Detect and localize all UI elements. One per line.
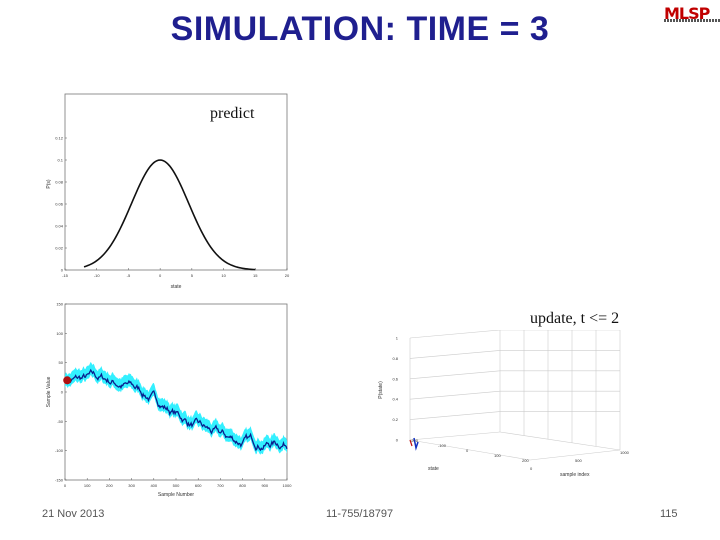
footer-course: 11-755/18797 [326, 508, 394, 520]
chart2-xtick-label: 300 [128, 483, 135, 488]
chart1-xtick-label: -5 [127, 273, 131, 278]
chart3-grid-line [409, 411, 501, 420]
predict-label: predict [210, 105, 255, 122]
update-label: update, t <= 2 [530, 310, 620, 327]
chart3-grid [409, 330, 621, 461]
chart3-ztick-label: 1 [396, 336, 399, 341]
chart1-xtick-label: 0 [159, 273, 162, 278]
chart3-ylabel: sample index [560, 472, 590, 478]
signal-trace [64, 368, 288, 452]
chart3-grid-line [499, 431, 621, 451]
chart3-ytick-label: 1000 [620, 450, 630, 455]
slide-title: SIMULATION: TIME = 3 [170, 10, 550, 48]
chart3-xtick-label: 100 [494, 453, 501, 458]
predict-gaussian-chart: -15 -10 -5 0 5 10 15 20 0 0.02 0.04 0.06 0.08 0.1 0.12… [46, 93, 290, 290]
chart3-grid-line [409, 390, 501, 400]
chart1-xtick-label: 5 [191, 273, 194, 278]
chart3-ztick-label: 0.6 [392, 376, 398, 381]
chart2-xtick-label: 200 [106, 483, 113, 488]
chart1-xtick-label: -10 [94, 273, 101, 278]
logo-text: MLSP [664, 4, 710, 23]
chart2-ytick-label: -100 [55, 448, 64, 453]
chart2-xtick-label: 400 [150, 483, 157, 488]
chart2-xtick-label: 100 [84, 483, 91, 488]
chart2-ytick-label: 50 [59, 360, 64, 365]
chart1-ticks: -15 -10 -5 0 5 10 15 20 0 0.02 0.04 0.06 0.08 0.1 0.12 [55, 136, 290, 279]
chart3-ztick-label: 0.2 [392, 417, 398, 422]
chart3-zlabel: P(state) [378, 381, 384, 399]
footer-page-number: 115 [660, 508, 678, 520]
chart2-xtick-label: 700 [217, 483, 224, 488]
chart3-grid-line [409, 431, 501, 441]
chart3-grid-line [409, 330, 501, 339]
chart3-xtick-label: 200 [522, 458, 529, 463]
chart1-ylabel: P(s) [46, 179, 52, 189]
chart2-ytick-label: 0 [61, 390, 64, 395]
chart2-ytick-label: 150 [56, 302, 63, 307]
chart1-xlabel: state [171, 284, 182, 290]
chart1-xtick-label: 15 [253, 273, 258, 278]
chart2-xtick-label: 0 [64, 483, 67, 488]
chart3-xtick-label: -100 [438, 443, 447, 448]
chart2-xtick-label: 900 [261, 483, 268, 488]
chart1-ytick-label: 0.12 [55, 136, 64, 141]
chart1-frame [64, 93, 288, 271]
update-trace-red [409, 439, 413, 447]
chart3-ytick-label: 0 [530, 466, 533, 471]
chart2-frame [64, 303, 288, 481]
chart2-ytick-label: -150 [55, 478, 64, 483]
chart3-grid-line [409, 370, 501, 380]
chart2-xtick-label: 1000 [283, 483, 293, 488]
chart3-ztick-label: 0.8 [392, 356, 398, 361]
sample-signal-chart: 0 100 200 300 400 500 600 700 800 900 1000-150-100… [46, 302, 292, 499]
chart1-xtick-label: 20 [285, 273, 290, 278]
chart1-ytick-label: 0 [61, 268, 64, 273]
predict-curve [83, 159, 256, 271]
chart2-ytick-label: -50 [57, 419, 64, 424]
mlsp-logo: MLSP [664, 4, 720, 26]
chart2-ylabel: Sample Value [46, 376, 52, 407]
chart3-grid-line [529, 449, 621, 461]
chart2-ticks: 0 100 200 300 400 500 600 700 800 900 1000-150-100… [55, 302, 292, 489]
chart1-ytick-label: 0.04 [55, 224, 64, 229]
chart2-xlabel: Sample Number [158, 492, 194, 498]
update-trace-blue [413, 437, 419, 451]
chart2-xtick-label: 500 [173, 483, 180, 488]
uncertainty-band [65, 361, 287, 455]
chart1-xtick-label: 10 [221, 273, 226, 278]
chart1-xtick-label: -15 [62, 273, 69, 278]
chart3-xtick-label: 0 [466, 448, 469, 453]
current-sample-marker [63, 376, 72, 385]
chart2-xtick-label: 600 [195, 483, 202, 488]
chart1-ytick-label: 0.1 [57, 158, 63, 163]
chart1-ytick-label: 0.08 [55, 180, 64, 185]
chart3-ytick-label: 500 [575, 458, 582, 463]
chart3-ztick-label: 0 [396, 438, 399, 443]
chart3-ztick-label: 0.4 [392, 397, 398, 402]
chart3-grid-line [409, 439, 531, 461]
chart2-xtick-label: 800 [239, 483, 246, 488]
chart3-xlabel: state [428, 466, 439, 472]
chart2-ytick-label: 100 [56, 331, 63, 336]
footer-date: 21 Nov 2013 [42, 508, 105, 520]
chart1-ytick-label: 0.02 [55, 246, 64, 251]
chart3-grid-line [409, 350, 501, 359]
chart1-ytick-label: 0.06 [55, 202, 64, 207]
logo-underline [664, 19, 720, 22]
